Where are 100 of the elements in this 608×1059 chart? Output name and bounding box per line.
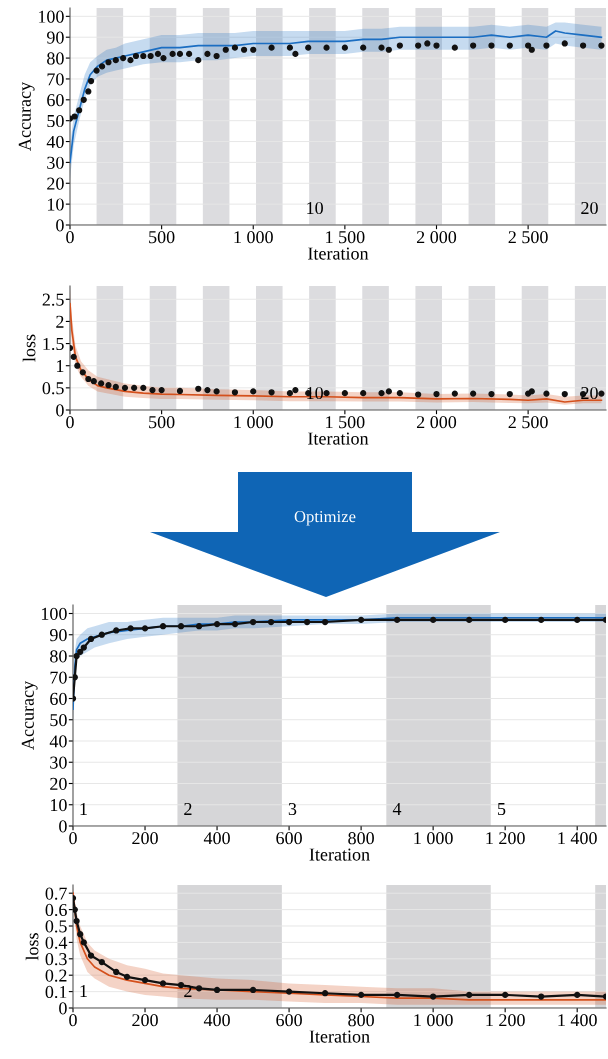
point xyxy=(113,627,120,634)
point xyxy=(506,390,513,398)
point xyxy=(147,52,154,60)
point xyxy=(250,46,257,53)
point xyxy=(466,616,473,624)
point xyxy=(158,386,165,394)
point xyxy=(341,390,348,397)
point xyxy=(579,42,587,49)
point xyxy=(90,378,97,385)
point xyxy=(154,50,162,58)
point xyxy=(169,50,176,58)
point xyxy=(98,63,106,70)
point xyxy=(430,616,437,624)
point xyxy=(323,44,330,51)
y-tick-label: 30 xyxy=(50,756,67,769)
x-tick-label: 200 xyxy=(132,832,158,845)
point xyxy=(141,625,149,632)
point xyxy=(213,52,220,60)
point xyxy=(195,385,202,392)
point xyxy=(204,386,211,394)
point xyxy=(357,991,365,999)
point xyxy=(231,389,239,396)
x-tick-label: 0 xyxy=(69,832,77,845)
x-axis-title: Iteration xyxy=(308,432,369,445)
point xyxy=(132,52,140,60)
point xyxy=(159,623,167,630)
point xyxy=(538,616,545,624)
x2-tick-label: 5 xyxy=(498,803,506,816)
x2-tick-label: 1 xyxy=(80,985,87,997)
line-series xyxy=(70,30,603,164)
y-tick-label: 0 xyxy=(59,1002,67,1015)
point xyxy=(131,384,138,391)
y-tick-label: 2.5 xyxy=(42,293,64,306)
x-tick-label: 200 xyxy=(132,1014,158,1027)
x-tick-label: 1 200 xyxy=(486,832,525,845)
point xyxy=(85,88,92,95)
point xyxy=(71,113,78,120)
point xyxy=(292,50,299,58)
point xyxy=(80,96,87,103)
x-tick-label: 500 xyxy=(149,231,175,244)
point xyxy=(249,618,257,626)
point xyxy=(73,906,78,913)
point xyxy=(204,50,211,58)
point xyxy=(433,390,440,398)
x-axis-title: Iteration xyxy=(309,848,370,861)
point xyxy=(195,57,202,64)
point xyxy=(140,384,147,391)
x-tick-label: 2 000 xyxy=(416,416,457,429)
x2-tick-label: 1 xyxy=(80,803,87,815)
point xyxy=(385,388,392,395)
point xyxy=(120,54,127,62)
y-tick-label: 60 xyxy=(47,94,64,107)
x2-tick-label: 20 xyxy=(581,386,598,400)
point xyxy=(113,968,120,976)
x-tick-label: 500 xyxy=(149,416,175,429)
point xyxy=(213,620,221,628)
point xyxy=(186,50,193,58)
point xyxy=(303,618,311,626)
x-tick-label: 800 xyxy=(348,1014,374,1027)
point xyxy=(240,46,248,53)
point xyxy=(85,375,92,383)
point xyxy=(176,387,184,395)
y-tick-label: 50 xyxy=(47,114,64,128)
y-tick-label: 20 xyxy=(50,777,67,790)
point xyxy=(470,390,477,397)
point xyxy=(127,625,134,632)
point xyxy=(543,390,550,397)
point xyxy=(285,988,293,995)
point xyxy=(321,618,329,626)
y-tick-label: 10 xyxy=(50,799,67,812)
point xyxy=(451,44,458,51)
x-tick-label: 1 400 xyxy=(558,1014,597,1027)
point xyxy=(121,384,129,391)
x-tick-label: 400 xyxy=(203,1014,230,1027)
x-tick-label: 1 000 xyxy=(414,1014,453,1027)
y-tick-label: 0.1 xyxy=(45,985,67,999)
point xyxy=(396,390,403,397)
y-tick-label: 90 xyxy=(49,629,67,642)
y-tick-label: 70 xyxy=(50,671,67,684)
y-axis-title: Accuracy xyxy=(18,81,35,151)
point xyxy=(98,631,105,638)
y-tick-label: 0.5 xyxy=(42,382,64,395)
point xyxy=(378,390,385,397)
point xyxy=(73,652,80,660)
point xyxy=(213,986,221,994)
x-tick-label: 800 xyxy=(348,832,374,845)
x2-tick-label: 20 xyxy=(581,201,598,215)
point xyxy=(502,616,509,624)
x-axis-title: Iteration xyxy=(309,1030,370,1043)
point xyxy=(140,52,147,60)
point xyxy=(292,386,299,394)
point xyxy=(574,616,581,624)
point xyxy=(341,44,348,51)
y-tick-label: 0.4 xyxy=(45,936,68,949)
point xyxy=(87,77,95,85)
x-tick-label: 1 500 xyxy=(326,416,365,429)
point xyxy=(231,620,239,628)
point xyxy=(360,44,367,51)
y-tick-label: 100 xyxy=(41,607,67,620)
point xyxy=(543,42,550,49)
